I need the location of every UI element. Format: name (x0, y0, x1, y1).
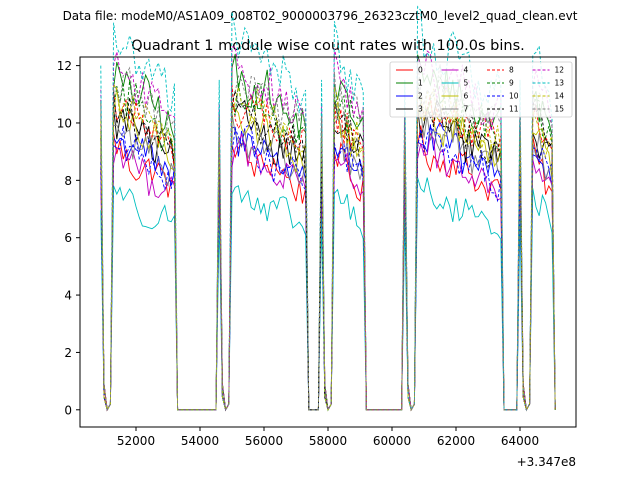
legend-label-9: 9 (509, 79, 514, 88)
x-tick-label: 54000 (181, 434, 219, 448)
legend-label-14: 14 (555, 92, 565, 101)
legend-label-4: 4 (464, 66, 469, 75)
series-line-10 (100, 125, 556, 412)
x-tick-label: 58000 (309, 434, 347, 448)
legend-label-7: 7 (464, 105, 469, 114)
series-line-15 (100, 61, 556, 412)
legend-label-11: 11 (509, 105, 519, 114)
y-axis: 0 2 4 6 8 10 12 (57, 59, 80, 417)
legend-label-0: 0 (418, 66, 423, 75)
x-tick-label: 56000 (245, 434, 283, 448)
x-offset-label: +3.347e8 (517, 455, 576, 469)
chart-title: Quadrant 1 module wise count rates with … (131, 38, 525, 54)
series-line-11 (100, 86, 556, 412)
legend-label-13: 13 (555, 79, 565, 88)
legend-box (389, 61, 573, 118)
x-tick-label: 60000 (373, 434, 411, 448)
series-line-14 (100, 86, 556, 412)
x-tick-label: 64000 (501, 434, 539, 448)
x-tick-label: 52000 (117, 434, 155, 448)
x-tick-label: 62000 (437, 434, 475, 448)
y-tick-label: 10 (57, 116, 72, 130)
y-tick-label: 0 (64, 403, 72, 417)
legend-label-6: 6 (464, 92, 469, 101)
legend-label-12: 12 (555, 66, 565, 75)
y-tick-label: 12 (57, 59, 72, 73)
series-layer (100, 5, 556, 412)
legend-label-8: 8 (509, 66, 514, 75)
legend-label-3: 3 (418, 105, 423, 114)
legend-label-2: 2 (418, 92, 423, 101)
figure-suptitle: Data file: modeM0/AS1A09_008T02_90000037… (63, 9, 578, 23)
y-tick-label: 8 (64, 174, 72, 188)
legend-label-1: 1 (418, 79, 423, 88)
y-tick-label: 6 (64, 231, 72, 245)
legend-label-10: 10 (509, 92, 519, 101)
legend-label-5: 5 (464, 79, 469, 88)
legend-label-15: 15 (555, 105, 565, 114)
x-axis: 52000 54000 56000 58000 60000 62000 64000 (117, 427, 539, 448)
y-tick-label: 2 (64, 346, 72, 360)
y-tick-label: 4 (64, 289, 72, 303)
